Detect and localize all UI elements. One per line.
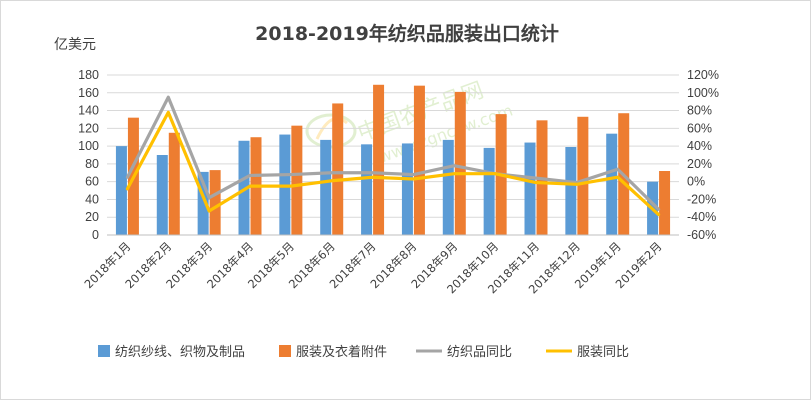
bar-textile (401, 143, 413, 235)
legend: 纺织纱线、织物及制品 服装及衣着附件 纺织品同比 服装同比 (98, 344, 629, 360)
y-right-tick-label: 20% (687, 157, 712, 171)
y-left-tick-label: 40 (85, 192, 99, 206)
bar-textile (361, 144, 373, 235)
bar-textile (442, 139, 454, 235)
legend-label: 服装及衣着附件 (296, 344, 387, 360)
y-axis-left: 0 20 40 60 80 100 120 140 160 180 (78, 68, 99, 242)
y-left-tick-label: 0 (92, 228, 99, 242)
y-right-tick-label: -60% (687, 228, 716, 242)
bar-textile (565, 147, 577, 235)
y-left-tick-label: 100 (78, 139, 99, 153)
bar-textile (115, 146, 127, 235)
legend-swatch (98, 345, 110, 357)
y-left-tick-label: 160 (78, 86, 99, 100)
y-right-tick-label: 120% (687, 68, 719, 82)
y-left-tick-label: 180 (78, 68, 99, 82)
bar-textile (606, 133, 618, 235)
legend-label: 纺织纱线、织物及制品 (115, 345, 245, 360)
bar-apparel (332, 103, 344, 235)
bar-textile (197, 171, 209, 235)
bar-textile (524, 142, 536, 235)
y-right-tick-label: 100% (687, 86, 719, 100)
bar-apparel (373, 84, 385, 236)
legend-swatch (279, 345, 291, 357)
y-right-tick-label: -40% (687, 210, 716, 224)
y-axis-right: -60% -40% -20% 0% 20% 40% 60% 80% 100% 120% (687, 68, 719, 242)
bar-textile (238, 140, 250, 235)
y-right-tick-label: -20% (687, 192, 716, 206)
y-right-tick-label: 40% (687, 139, 712, 153)
line-textile-yoy (125, 95, 661, 211)
bar-apparel (413, 85, 425, 236)
legend-label: 服装同比 (577, 345, 629, 360)
y-left-tick-label: 80 (85, 157, 99, 171)
legend-label: 纺织品同比 (447, 345, 512, 360)
bar-apparel (291, 125, 303, 235)
bar-apparel (209, 170, 221, 235)
line-apparel-yoy (125, 110, 661, 217)
y-right-tick-label: 60% (687, 121, 712, 135)
bar-textile (483, 147, 495, 235)
bar-apparel (659, 171, 671, 235)
y-left-tick-label: 140 (78, 104, 99, 118)
y-left-tick-label: 120 (78, 121, 99, 135)
y-right-tick-label: 80% (687, 104, 712, 118)
chart-title: 2018-2019年纺织品服装出口统计 (255, 22, 559, 45)
bar-apparel (454, 91, 466, 235)
x-axis: 2018年1月2018年2月2018年3月2018年4月2018年5月2018年… (82, 234, 679, 296)
y-right-tick-label: 0% (687, 175, 705, 189)
bar-textile (156, 155, 168, 235)
y-axis-unit-label: 亿美元 (54, 37, 96, 53)
y-left-tick-label: 60 (85, 175, 99, 189)
y-left-tick-label: 20 (85, 210, 99, 224)
bar-textile (320, 139, 332, 235)
lines (125, 95, 661, 217)
bar-apparel (577, 116, 589, 235)
bar-apparel (168, 132, 180, 235)
